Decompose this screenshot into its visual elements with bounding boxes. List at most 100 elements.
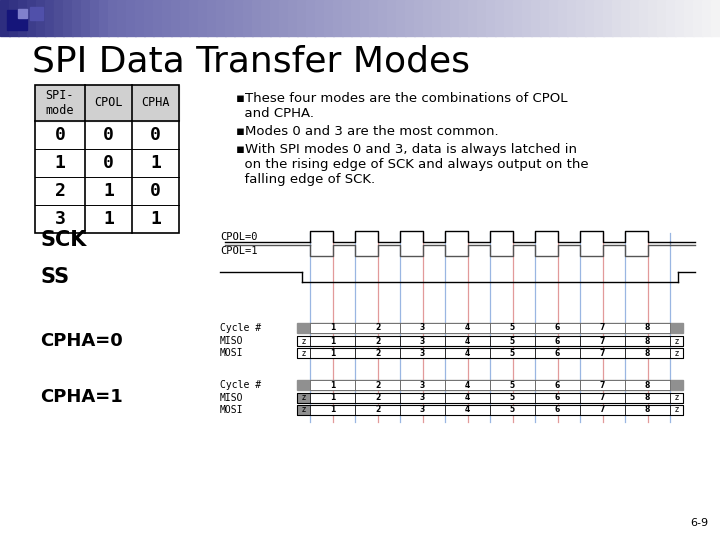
Bar xyxy=(270,0,280,36)
Bar xyxy=(594,0,604,36)
Text: 6: 6 xyxy=(555,394,560,402)
Bar xyxy=(580,323,625,333)
Bar xyxy=(99,0,109,36)
Text: 1: 1 xyxy=(55,154,66,172)
Bar xyxy=(288,0,298,36)
Bar xyxy=(30,7,43,20)
Bar xyxy=(625,393,670,403)
Bar xyxy=(198,0,208,36)
Bar xyxy=(625,348,670,358)
Bar xyxy=(297,0,307,36)
Text: 4: 4 xyxy=(465,406,470,415)
Text: ▪With SPI modes 0 and 3, data is always latched in: ▪With SPI modes 0 and 3, data is always … xyxy=(236,143,577,156)
Text: 2: 2 xyxy=(375,323,380,333)
Bar xyxy=(445,380,490,390)
Bar xyxy=(490,405,535,415)
Text: SCK: SCK xyxy=(40,230,86,250)
Bar xyxy=(535,336,580,346)
Bar xyxy=(369,0,379,36)
Bar xyxy=(310,393,355,403)
Text: 4: 4 xyxy=(465,394,470,402)
Text: 6: 6 xyxy=(555,348,560,357)
Bar xyxy=(243,0,253,36)
Bar xyxy=(297,348,683,358)
Bar xyxy=(297,336,683,346)
Bar xyxy=(310,380,355,390)
Bar xyxy=(666,0,676,36)
Bar xyxy=(625,405,670,415)
Text: 7: 7 xyxy=(600,348,606,357)
Text: 5: 5 xyxy=(510,406,515,415)
Text: 1: 1 xyxy=(330,348,335,357)
Bar xyxy=(400,393,445,403)
Text: 1: 1 xyxy=(103,210,114,228)
Bar xyxy=(207,0,217,36)
Bar xyxy=(459,0,469,36)
Bar xyxy=(630,0,640,36)
Text: 5: 5 xyxy=(510,348,515,357)
Bar xyxy=(35,85,179,233)
Text: CPHA: CPHA xyxy=(141,97,170,110)
Bar xyxy=(693,0,703,36)
Bar xyxy=(225,0,235,36)
Text: 1: 1 xyxy=(330,323,335,333)
Bar xyxy=(540,0,550,36)
Bar xyxy=(234,0,244,36)
Bar xyxy=(355,380,400,390)
Text: 5: 5 xyxy=(510,323,515,333)
Bar xyxy=(180,0,190,36)
Bar xyxy=(580,405,625,415)
Text: z: z xyxy=(302,394,305,402)
Text: MOSI: MOSI xyxy=(220,405,243,415)
Bar xyxy=(400,323,445,333)
Text: 6: 6 xyxy=(555,336,560,346)
Bar xyxy=(414,0,424,36)
Bar xyxy=(535,393,580,403)
Bar xyxy=(684,0,694,36)
Text: 3: 3 xyxy=(420,381,425,389)
Text: 4: 4 xyxy=(465,381,470,389)
Bar xyxy=(535,405,580,415)
Bar xyxy=(310,323,355,333)
Bar xyxy=(445,405,490,415)
Text: 7: 7 xyxy=(600,381,606,389)
Bar xyxy=(639,0,649,36)
Text: 8: 8 xyxy=(645,394,650,402)
Bar xyxy=(45,0,55,36)
Text: CPOL=1: CPOL=1 xyxy=(220,246,258,255)
Bar xyxy=(490,336,535,346)
Bar xyxy=(504,0,514,36)
Bar xyxy=(9,0,19,36)
Text: 8: 8 xyxy=(645,406,650,415)
Bar xyxy=(405,0,415,36)
Bar xyxy=(495,0,505,36)
Text: CPOL: CPOL xyxy=(94,97,122,110)
Text: ▪Modes 0 and 3 are the most common.: ▪Modes 0 and 3 are the most common. xyxy=(236,125,499,138)
Bar xyxy=(35,85,179,121)
Bar xyxy=(477,0,487,36)
Bar xyxy=(535,348,580,358)
Text: SPI-
mode: SPI- mode xyxy=(46,89,74,117)
Bar xyxy=(54,0,64,36)
Text: ▪These four modes are the combinations of CPOL: ▪These four modes are the combinations o… xyxy=(236,92,567,105)
Text: z: z xyxy=(302,336,305,346)
Bar xyxy=(36,0,46,36)
Bar xyxy=(153,0,163,36)
Bar xyxy=(580,380,625,390)
Text: 3: 3 xyxy=(420,323,425,333)
Bar xyxy=(108,0,118,36)
Bar xyxy=(297,405,683,415)
Bar xyxy=(7,10,27,30)
Bar xyxy=(400,405,445,415)
Bar xyxy=(279,0,289,36)
Bar xyxy=(603,0,613,36)
Bar xyxy=(355,405,400,415)
Bar xyxy=(306,0,316,36)
Text: CPHA=1: CPHA=1 xyxy=(40,388,122,407)
Bar xyxy=(387,0,397,36)
Text: 7: 7 xyxy=(600,394,606,402)
Bar xyxy=(585,0,595,36)
Bar xyxy=(171,0,181,36)
Bar xyxy=(355,348,400,358)
Bar xyxy=(144,0,154,36)
